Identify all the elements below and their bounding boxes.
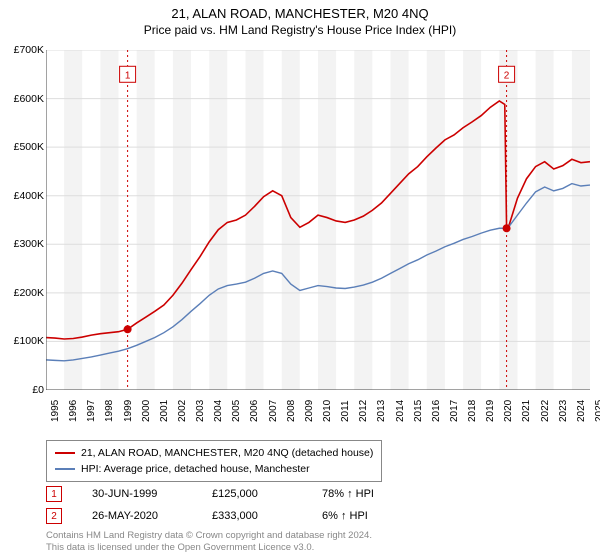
x-axis-tick-label: 2014 (395, 400, 406, 422)
x-axis-tick-label: 2008 (286, 400, 297, 422)
x-axis-tick-label: 1998 (104, 400, 115, 422)
footer-attribution: Contains HM Land Registry data © Crown c… (46, 530, 372, 554)
y-axis-tick-label: £700K (2, 44, 44, 56)
legend-swatch (55, 468, 75, 470)
transaction-date: 26-MAY-2020 (92, 510, 182, 522)
transaction-row-1: 1 30-JUN-1999 £125,000 78% ↑ HPI (46, 486, 374, 502)
transaction-price: £333,000 (212, 510, 292, 522)
svg-text:2: 2 (504, 70, 510, 81)
chart-title-address: 21, ALAN ROAD, MANCHESTER, M20 4NQ (0, 0, 600, 21)
transaction-badge: 1 (46, 486, 62, 502)
y-axis-tick-label: £500K (2, 141, 44, 153)
x-axis-tick-label: 1997 (86, 400, 97, 422)
x-axis-tick-label: 1995 (50, 400, 61, 422)
x-axis-tick-label: 2010 (322, 400, 333, 422)
legend-label: HPI: Average price, detached house, Manc… (81, 461, 310, 477)
x-axis-tick-label: 2013 (376, 400, 387, 422)
x-axis-tick-label: 2018 (467, 400, 478, 422)
x-axis-tick-label: 2002 (177, 400, 188, 422)
x-axis-tick-label: 2016 (431, 400, 442, 422)
y-axis-tick-label: £0 (2, 384, 44, 396)
x-axis-tick-label: 1996 (68, 400, 79, 422)
x-axis-tick-label: 2015 (413, 400, 424, 422)
y-axis-tick-label: £300K (2, 238, 44, 250)
x-axis-tick-label: 2022 (540, 400, 551, 422)
x-axis-tick-label: 2023 (558, 400, 569, 422)
x-axis-tick-label: 2006 (249, 400, 260, 422)
x-axis-tick-label: 2020 (503, 400, 514, 422)
x-axis-tick-label: 2007 (268, 400, 279, 422)
price-chart: 12 (46, 50, 590, 390)
y-axis-tick-label: £600K (2, 93, 44, 105)
x-axis-tick-label: 2009 (304, 400, 315, 422)
x-axis-tick-label: 2005 (231, 400, 242, 422)
x-axis-tick-label: 2001 (159, 400, 170, 422)
x-axis-tick-label: 2003 (195, 400, 206, 422)
x-axis-tick-label: 2021 (521, 400, 532, 422)
transaction-price: £125,000 (212, 488, 292, 500)
transaction-delta: 6% ↑ HPI (322, 510, 368, 522)
x-axis-tick-label: 2024 (576, 400, 587, 422)
transaction-date: 30-JUN-1999 (92, 488, 182, 500)
chart-title-subtitle: Price paid vs. HM Land Registry's House … (0, 21, 600, 37)
x-axis-tick-label: 2012 (358, 400, 369, 422)
transaction-row-2: 2 26-MAY-2020 £333,000 6% ↑ HPI (46, 508, 368, 524)
transaction-badge: 2 (46, 508, 62, 524)
legend-swatch (55, 452, 75, 454)
x-axis-tick-label: 2000 (141, 400, 152, 422)
x-axis-tick-label: 2025 (594, 400, 600, 422)
y-axis-tick-label: £200K (2, 287, 44, 299)
svg-text:1: 1 (125, 70, 131, 81)
y-axis-tick-label: £100K (2, 335, 44, 347)
x-axis-tick-label: 2019 (485, 400, 496, 422)
x-axis-tick-label: 2011 (340, 400, 351, 422)
x-axis-tick-label: 2017 (449, 400, 460, 422)
y-axis-tick-label: £400K (2, 190, 44, 202)
legend-label: 21, ALAN ROAD, MANCHESTER, M20 4NQ (deta… (81, 445, 373, 461)
x-axis-tick-label: 1999 (123, 400, 134, 422)
legend-item-price-paid: 21, ALAN ROAD, MANCHESTER, M20 4NQ (deta… (55, 445, 373, 461)
legend: 21, ALAN ROAD, MANCHESTER, M20 4NQ (deta… (46, 440, 382, 482)
legend-item-hpi: HPI: Average price, detached house, Manc… (55, 461, 373, 477)
transaction-delta: 78% ↑ HPI (322, 488, 374, 500)
x-axis-tick-label: 2004 (213, 400, 224, 422)
